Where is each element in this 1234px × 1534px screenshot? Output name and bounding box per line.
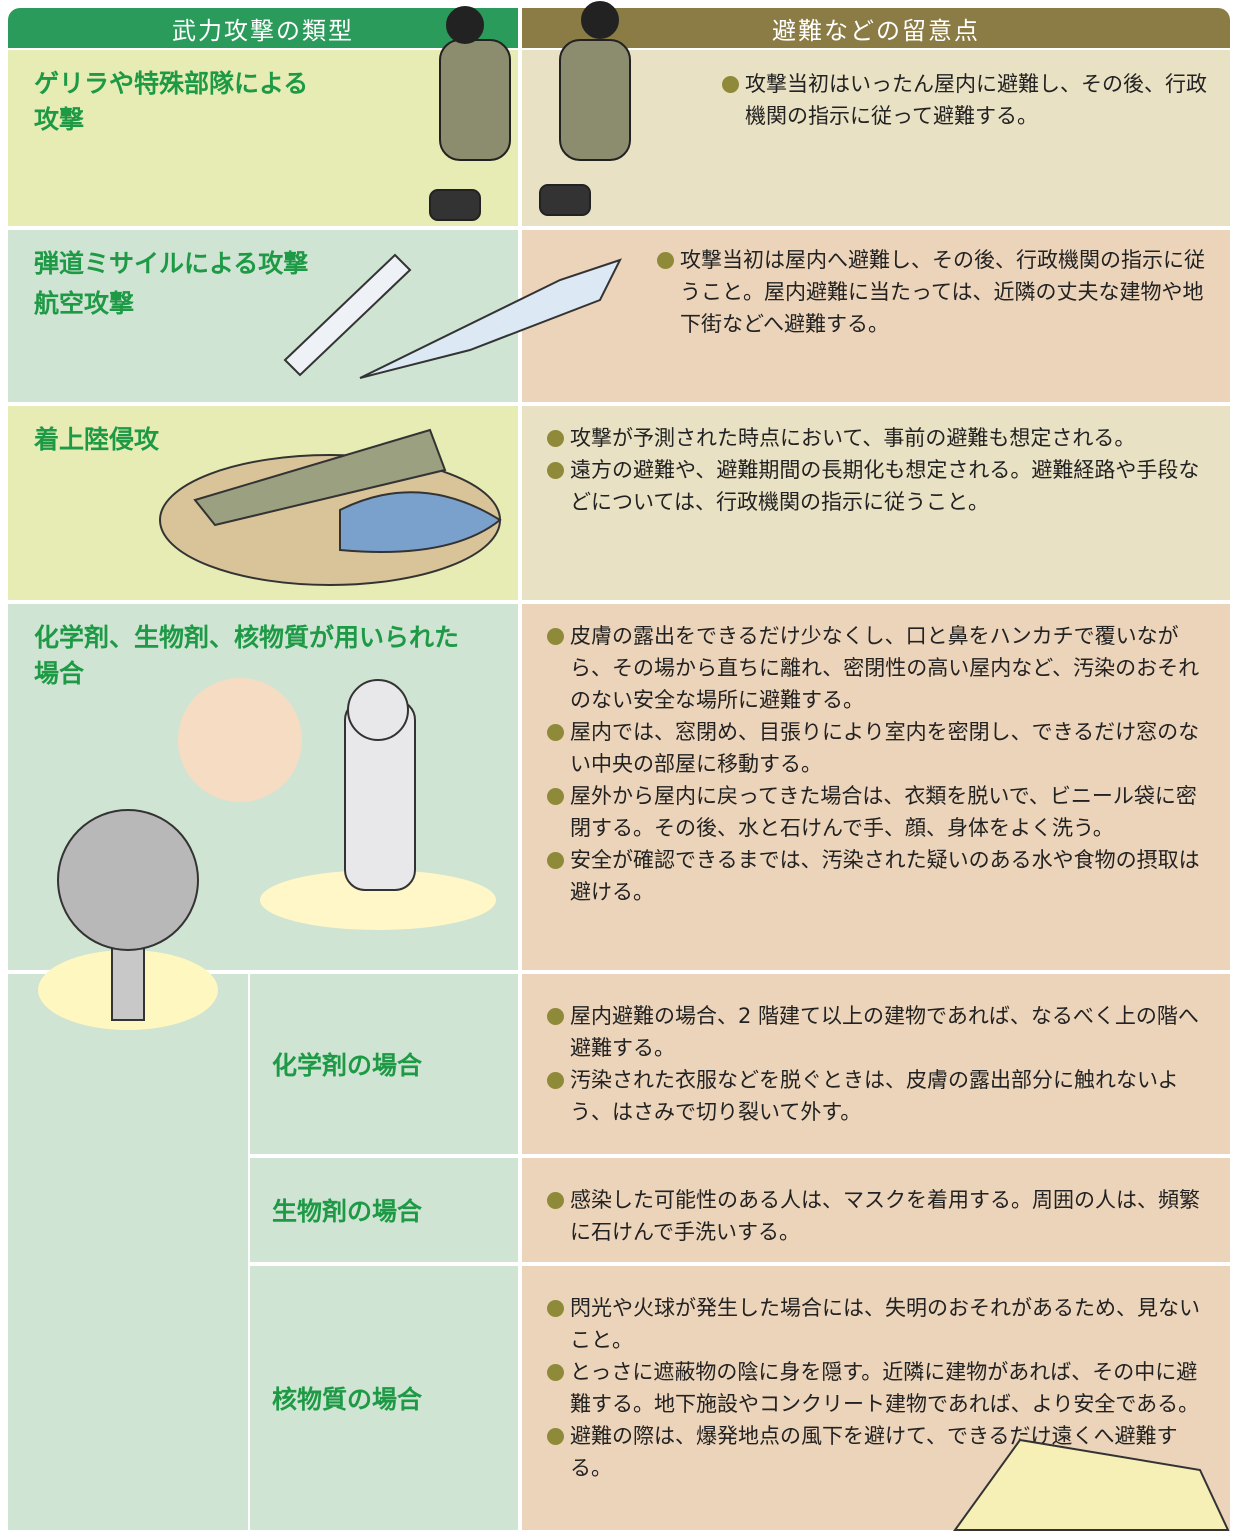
- note-item: 攻撃当初はいったん屋内に避難し、その後、行政機関の指示に従って避難する。: [720, 68, 1208, 132]
- notes: 屋内避難の場合、2 階建て以上の建物であれば、なるべく上の階へ避難する。 汚染され…: [545, 1000, 1208, 1128]
- notes: 攻撃当初はいったん屋内に避難し、その後、行政機関の指示に従って避難する。: [720, 68, 1208, 132]
- note-text: 攻撃当初はいったん屋内に避難し、その後、行政機関の指示に従って避難する。: [745, 72, 1207, 128]
- type-label: 化学剤、生物剤、核物質が用いられた 場合: [34, 620, 459, 692]
- type-line: 化学剤、生物剤、核物質が用いられた: [34, 623, 460, 652]
- type-label: ゲリラや特殊部隊による 攻撃: [34, 66, 308, 138]
- type-line: 弾道ミサイルによる攻撃: [34, 249, 309, 278]
- note-item: 閃光や火球が発生した場合には、失明のおそれがあるため、見ないこと。: [545, 1292, 1208, 1356]
- note-text: とっさに遮蔽物の陰に身を隠す。近隣に建物があれば、その中に避難する。地下施設やコ…: [570, 1360, 1200, 1416]
- bullet: [547, 724, 564, 741]
- image-cell: [8, 974, 248, 1530]
- type-cell: 化学剤、生物剤、核物質が用いられた 場合: [8, 604, 518, 970]
- type-header: 武力攻撃の類型: [8, 8, 518, 48]
- note-text: 遠方の避難や、避難期間の長期化も想定される。避難経路や手段などについては、行政機…: [570, 458, 1200, 514]
- notes-cell: [522, 604, 1230, 970]
- type-line: 航空攻撃: [34, 289, 135, 318]
- note-text: 安全が確認できるまでは、汚染された疑いのある水や食物の摂取は避ける。: [570, 848, 1200, 904]
- note-text: 閃光や火球が発生した場合には、失明のおそれがあるため、見ないこと。: [570, 1296, 1200, 1352]
- notes: 攻撃が予測された時点において、事前の避難も想定される。遠方の避難や、避難期間の長…: [545, 422, 1208, 518]
- notes-cell: [522, 974, 1230, 1154]
- notes-header: 避難などの留意点: [522, 8, 1230, 48]
- type-label: 弾道ミサイルによる攻撃 航空攻撃: [34, 246, 308, 322]
- note-text: 攻撃が予測された時点において、事前の避難も想定される。: [570, 426, 1136, 450]
- type-line: 攻撃: [34, 105, 85, 134]
- note-item: 汚染された衣服などを脱ぐときは、皮膚の露出部分に触れないよう、はさみで切り裂いて…: [545, 1064, 1208, 1128]
- notes: 感染した可能性のある人は、マスクを着用する。周囲の人は、頻繁に石けんで手洗いする…: [545, 1184, 1208, 1248]
- bullet: [547, 1300, 564, 1317]
- type-line: 場合: [34, 659, 85, 688]
- bullet: [547, 1192, 564, 1209]
- notes: 閃光や火球が発生した場合には、失明のおそれがあるため、見ないこと。 とっさに遮蔽物…: [545, 1292, 1208, 1484]
- note-text: 屋内では、窓閉め、目張りにより室内を密閉し、できるだけ窓のない中央の部屋に移動す…: [570, 720, 1200, 776]
- note-text: 汚染された衣服などを脱ぐときは、皮膚の露出部分に触れないよう、はさみで切り裂いて…: [570, 1068, 1179, 1124]
- notes-cell: [522, 1158, 1230, 1262]
- note-text: 皮膚の露出をできるだけ少なくし、口と鼻をハンカチで覆いながら、その場から直ちに離…: [570, 624, 1200, 712]
- note-item: 感染した可能性のある人は、マスクを着用する。周囲の人は、頻繁に石けんで手洗いする…: [545, 1184, 1208, 1248]
- bullet: [722, 76, 739, 93]
- note-item: 屋内では、窓閉め、目張りにより室内を密閉し、できるだけ窓のない中央の部屋に移動す…: [545, 716, 1208, 780]
- bullet: [547, 1008, 564, 1025]
- note-item: 屋内避難の場合、2 階建て以上の建物であれば、なるべく上の階へ避難する。: [545, 1000, 1208, 1064]
- note-item: 遠方の避難や、避難期間の長期化も想定される。避難経路や手段などについては、行政機…: [545, 454, 1208, 518]
- note-text: 避難の際は、爆発地点の風下を避けて、できるだけ遠くへ避難する。: [570, 1424, 1178, 1480]
- bullet: [547, 462, 564, 479]
- notes: 皮膚の露出をできるだけ少なくし、口と鼻をハンカチで覆いながら、その場から直ちに離…: [545, 620, 1208, 908]
- type-cell: 着上陸侵攻: [8, 406, 518, 600]
- notes-cell: [522, 230, 1230, 402]
- note-text: 屋内避難の場合、2 階建て以上の建物であれば、なるべく上の階へ避難する。: [570, 1004, 1199, 1060]
- note-text: 攻撃当初は屋内へ避難し、その後、行政機関の指示に従うこと。屋内避難に当たっては、…: [680, 248, 1205, 336]
- type-line: 着上陸侵攻: [34, 425, 160, 454]
- note-item: 攻撃当初は屋内へ避難し、その後、行政機関の指示に従うこと。屋内避難に当たっては、…: [655, 244, 1208, 340]
- type-cell: ゲリラや特殊部隊による 攻撃: [8, 50, 518, 226]
- bullet: [547, 1364, 564, 1381]
- bullet: [547, 628, 564, 645]
- type-line: ゲリラや特殊部隊による: [34, 69, 309, 98]
- bullet: [657, 252, 674, 269]
- bullet: [547, 430, 564, 447]
- type-label: 着上陸侵攻: [34, 422, 159, 458]
- sub-label: 核物質の場合: [250, 1266, 518, 1530]
- note-item: 攻撃が予測された時点において、事前の避難も想定される。: [545, 422, 1208, 454]
- sub-label: 化学剤の場合: [250, 974, 518, 1154]
- bullet: [547, 1428, 564, 1445]
- note-item: とっさに遮蔽物の陰に身を隠す。近隣に建物があれば、その中に避難する。地下施設やコ…: [545, 1356, 1208, 1420]
- note-item: 皮膚の露出をできるだけ少なくし、口と鼻をハンカチで覆いながら、その場から直ちに離…: [545, 620, 1208, 716]
- note-item: 安全が確認できるまでは、汚染された疑いのある水や食物の摂取は避ける。: [545, 844, 1208, 908]
- note-item: 避難の際は、爆発地点の風下を避けて、できるだけ遠くへ避難する。: [545, 1420, 1208, 1484]
- bullet: [547, 788, 564, 805]
- note-text: 屋外から屋内に戻ってきた場合は、衣類を脱いで、ビニール袋に密閉する。その後、水と…: [570, 784, 1197, 840]
- notes-cell: [522, 50, 1230, 226]
- bullet: [547, 1072, 564, 1089]
- notes-cell: [522, 406, 1230, 600]
- sub-label: 生物剤の場合: [250, 1158, 518, 1262]
- type-cell: 弾道ミサイルによる攻撃 航空攻撃: [8, 230, 518, 402]
- bullet: [547, 852, 564, 869]
- note-item: 屋外から屋内に戻ってきた場合は、衣類を脱いで、ビニール袋に密閉する。その後、水と…: [545, 780, 1208, 844]
- note-text: 感染した可能性のある人は、マスクを着用する。周囲の人は、頻繁に石けんで手洗いする…: [570, 1188, 1200, 1244]
- notes: 攻撃当初は屋内へ避難し、その後、行政機関の指示に従うこと。屋内避難に当たっては、…: [655, 244, 1208, 340]
